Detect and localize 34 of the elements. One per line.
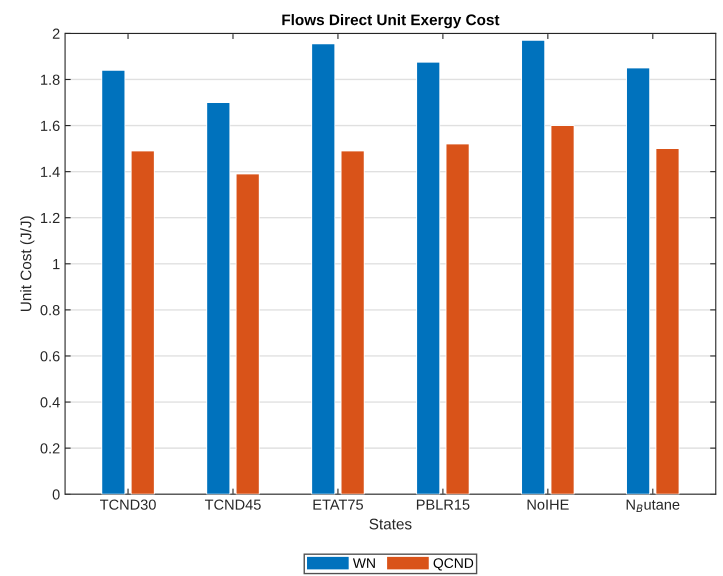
y-tick-label: 0.4 <box>40 397 60 408</box>
y-tick-label: 0.2 <box>40 443 60 454</box>
bar <box>550 125 575 494</box>
y-tick-label: 1 <box>53 259 60 270</box>
bar <box>626 68 650 494</box>
x-tick-label: N$_{B}$utane <box>626 500 680 512</box>
y-axis-title: Unit Cost (J/J) <box>20 216 34 312</box>
bar <box>340 150 365 494</box>
bar <box>130 150 155 494</box>
y-tick-label: 0.8 <box>40 304 60 316</box>
y-tick-label: 1.4 <box>41 166 60 177</box>
y-tick-label: 1.6 <box>41 120 60 131</box>
x-tick-label: NoIHE <box>528 500 569 510</box>
chart-title: Flows Direct Unit Exergy Cost <box>282 14 500 28</box>
bar <box>656 148 680 494</box>
bar <box>101 70 126 494</box>
bar <box>236 174 260 494</box>
bar <box>416 62 440 494</box>
legend-label: WN <box>352 558 375 568</box>
bar <box>446 144 470 494</box>
legend-label: QCND <box>434 558 474 571</box>
y-tick-label: 1.2 <box>41 212 60 224</box>
bar <box>521 40 546 494</box>
x-tick-label: TCND45 <box>204 499 261 510</box>
x-tick-label: ETAT75 <box>313 500 364 510</box>
y-tick-label: 0.6 <box>40 351 60 362</box>
x-axis-title: States <box>369 518 412 530</box>
x-tick-label: PBLR15 <box>416 500 470 510</box>
bar <box>311 43 336 494</box>
y-tick-label: 0 <box>52 489 60 500</box>
y-tick-label: 2 <box>52 28 60 39</box>
y-tick-label: 1.8 <box>41 74 60 85</box>
x-tick-label: TCND30 <box>100 499 156 510</box>
bar <box>206 102 230 494</box>
